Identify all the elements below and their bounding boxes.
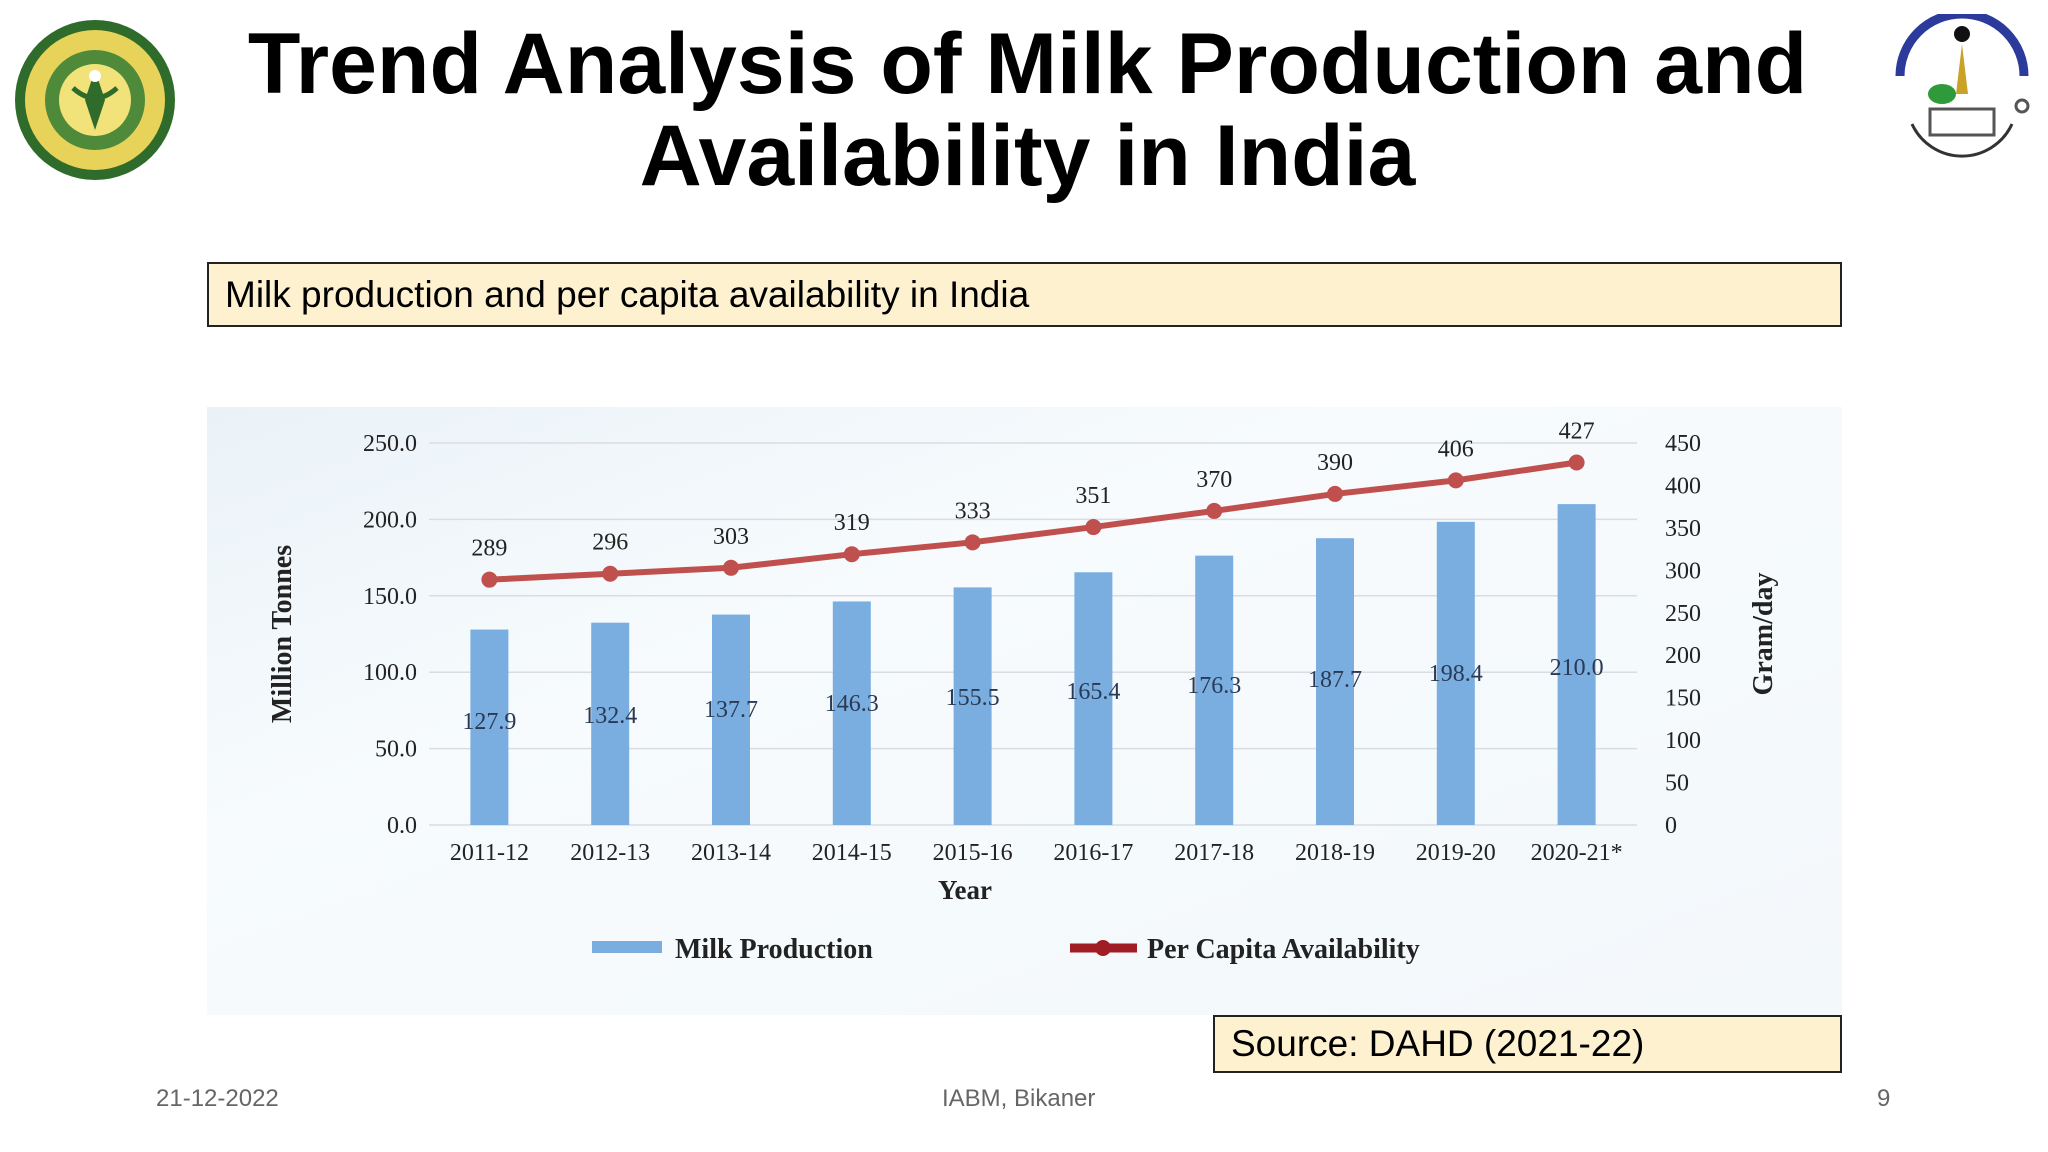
bar-value-label: 187.7 [1308, 667, 1362, 693]
line-point [602, 565, 619, 582]
bar [1436, 521, 1475, 825]
bar [1316, 538, 1354, 825]
bar [591, 622, 630, 825]
y2-tick-label: 150 [1665, 686, 1701, 712]
y-tick-label: 150.0 [363, 584, 417, 610]
x-tick-label: 2013-14 [691, 840, 771, 866]
y-axis-title: Million Tonnes [267, 545, 298, 723]
footer-org: IABM, Bikaner [942, 1085, 1096, 1112]
x-tick-label: 2014-15 [812, 840, 892, 866]
line-value-label: 370 [1196, 467, 1232, 493]
chart-svg: 127.9 132.4 137.7 146.3 155.5 165.4 176.3 187.7… [207, 407, 1842, 1015]
line-point [964, 534, 981, 551]
line-value-label: 333 [955, 498, 991, 524]
x-tick-label: 2017-18 [1174, 840, 1254, 866]
y2-tick-label: 450 [1665, 431, 1701, 457]
legend-swatch-milk-production [592, 941, 662, 953]
line-value-label: 427 [1559, 419, 1595, 445]
bar-value-label: 155.5 [946, 685, 1000, 711]
line-value-label: 390 [1317, 450, 1353, 476]
y2-tick-label: 50 [1665, 771, 1689, 797]
line-point [481, 571, 498, 588]
bar-value-label: 127.9 [462, 709, 516, 735]
bar [1195, 555, 1234, 825]
line-point [1206, 502, 1223, 519]
line-value-label: 296 [592, 530, 628, 556]
line-value-label: 351 [1075, 483, 1111, 509]
chart-caption-box: Milk production and per capita availabil… [207, 262, 1842, 327]
y2-tick-label: 100 [1665, 728, 1701, 754]
y2-tick-label: 400 [1665, 473, 1701, 499]
bar-value-label: 198.4 [1429, 661, 1483, 687]
bar [712, 614, 750, 825]
y-tick-label: 50.0 [375, 737, 417, 763]
y2-tick-label: 300 [1665, 558, 1701, 584]
x-tick-label: 2016-17 [1053, 840, 1133, 866]
legend-label-per-capita: Per Capita Availability [1147, 934, 1420, 965]
iabm-logo-icon [1895, 14, 2030, 158]
y2-axis-title: Gram/day [1748, 573, 1779, 696]
line-point [1327, 485, 1343, 502]
y-tick-label: 250.0 [363, 431, 417, 457]
y-tick-label: 0.0 [387, 813, 417, 839]
bar-value-label: 146.3 [825, 691, 879, 717]
bar-value-label: 137.7 [704, 697, 758, 723]
line-point [1568, 454, 1585, 471]
line-value-label: 303 [713, 524, 749, 550]
x-tick-label: 2019-20 [1416, 840, 1496, 866]
chart: 127.9 132.4 137.7 146.3 155.5 165.4 176.3 187.7… [207, 407, 1842, 1015]
bar-value-label: 176.3 [1187, 673, 1241, 699]
bar-value-label: 132.4 [583, 703, 637, 729]
y-tick-label: 100.0 [363, 660, 417, 686]
source-box: Source: DAHD (2021-22) [1213, 1015, 1842, 1073]
x-tick-label: 2012-13 [570, 840, 650, 866]
legend-label-milk-production: Milk Production [675, 934, 873, 965]
bar [1557, 504, 1596, 825]
university-seal-icon [15, 20, 175, 180]
x-tick-label: 2020-21* [1531, 840, 1623, 866]
line-value-label: 406 [1438, 436, 1474, 462]
chart-caption: Milk production and per capita availabil… [225, 273, 1030, 315]
line-point [1447, 472, 1464, 489]
line-series [489, 459, 1578, 583]
x-tick-label: 2011-12 [450, 840, 529, 866]
bar [953, 587, 992, 825]
bar [832, 601, 871, 825]
y2-tick-label: 0 [1665, 813, 1677, 839]
bar-value-label: 210.0 [1550, 655, 1604, 681]
x-tick-label: 2015-16 [933, 840, 1013, 866]
bar [470, 629, 509, 825]
y2-tick-label: 250 [1665, 601, 1701, 627]
line-point [843, 546, 860, 563]
chart-background [207, 407, 1842, 1015]
line-point [1085, 519, 1102, 536]
slide-title: Trend Analysis of Milk Production and Av… [247, 16, 1808, 204]
line-point [723, 559, 739, 576]
line-value-label: 289 [471, 536, 507, 562]
line-value-label: 319 [834, 510, 870, 536]
y-tick-label: 200.0 [363, 507, 417, 533]
bar [1074, 572, 1113, 825]
bar-value-label: 165.4 [1066, 679, 1120, 705]
page-number: 9 [1877, 1085, 1891, 1112]
x-axis-title: Year [938, 875, 992, 905]
footer-date: 21-12-2022 [156, 1085, 279, 1112]
y2-tick-label: 200 [1665, 643, 1701, 669]
source-text: Source: DAHD (2021-22) [1231, 1023, 1645, 1064]
x-tick-label: 2018-19 [1295, 840, 1375, 866]
y2-tick-label: 350 [1665, 516, 1701, 542]
legend-marker-per-capita [1095, 940, 1111, 956]
